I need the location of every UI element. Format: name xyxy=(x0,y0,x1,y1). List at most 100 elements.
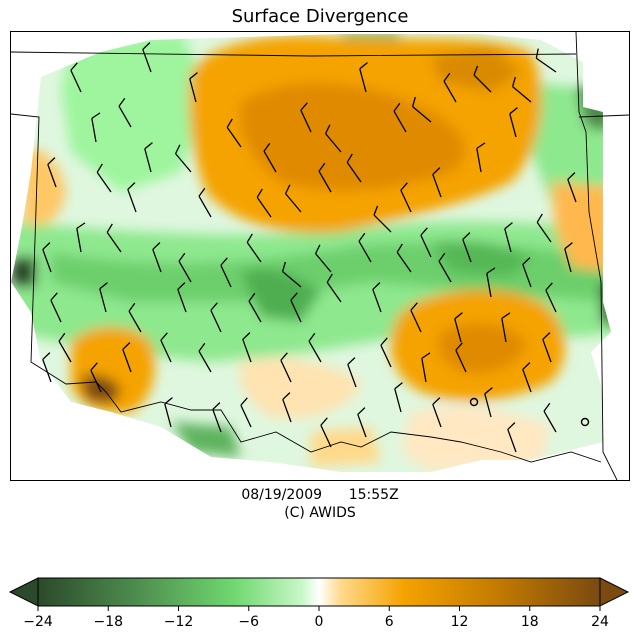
wind-barb xyxy=(42,352,52,383)
wind-barb xyxy=(421,352,431,383)
wind-barb xyxy=(226,118,242,148)
wind-barb xyxy=(308,332,322,363)
wind-barb xyxy=(432,167,442,198)
wind-barb xyxy=(476,142,486,173)
colorbar-tick-label: 0 xyxy=(315,614,324,630)
calm-station-marker xyxy=(469,397,479,407)
wind-barb xyxy=(142,42,152,73)
wind-barb xyxy=(347,357,357,388)
wind-barb xyxy=(90,362,102,393)
wind-barb xyxy=(564,242,573,273)
map-panel xyxy=(10,31,630,481)
colorbar-max-extend xyxy=(599,577,630,607)
wind-barb xyxy=(432,397,442,428)
wind-barb xyxy=(96,163,112,193)
wind-barb xyxy=(504,222,513,253)
wind-barb xyxy=(380,337,392,368)
wind-barb xyxy=(359,62,368,93)
wind-barb xyxy=(358,232,372,263)
wind-barb xyxy=(177,282,187,313)
wind-barb xyxy=(320,417,332,448)
wind-barb xyxy=(473,65,492,93)
colorbar-tick-label: −6 xyxy=(238,614,259,630)
wind-barb xyxy=(522,257,532,288)
wind-barb xyxy=(220,257,232,288)
wind-barb xyxy=(318,162,332,193)
wind-barb xyxy=(256,188,272,218)
colorbar-tick-label: 18 xyxy=(521,614,539,630)
wind-barb xyxy=(282,392,292,423)
wind-barb xyxy=(346,153,362,183)
wind-barb xyxy=(454,312,463,343)
wind-barb xyxy=(128,302,142,333)
wind-barb xyxy=(42,242,52,273)
wind-barb xyxy=(198,187,212,218)
wind-barb xyxy=(50,292,62,323)
colorbar-tick-label: 12 xyxy=(451,614,469,630)
wind-barb xyxy=(118,97,132,128)
wind-barb xyxy=(486,267,496,298)
valid-time: 15:55Z xyxy=(348,487,399,503)
wind-barb xyxy=(70,62,82,93)
valid-date: 08/19/2009 xyxy=(241,487,323,503)
wind-barb xyxy=(106,223,122,253)
wind-barb xyxy=(246,233,262,263)
colorbar-tick-label: −18 xyxy=(93,614,123,630)
wind-barb xyxy=(242,332,252,363)
wind-barb xyxy=(47,157,57,188)
wind-barb xyxy=(281,261,302,288)
wind-barb xyxy=(545,282,557,313)
wind-barb xyxy=(511,76,532,103)
wind-barb xyxy=(567,172,577,203)
wind-barb xyxy=(210,302,222,333)
divergence-field xyxy=(11,34,611,472)
wind-barb xyxy=(212,402,222,433)
wind-barb xyxy=(164,397,173,428)
colorbar-ticks: −24 −18 −12 −6 0 6 12 18 24 xyxy=(23,606,609,630)
wind-barb xyxy=(127,182,137,213)
wind-barb xyxy=(357,407,367,438)
wind-barb xyxy=(240,397,252,428)
colorbar: −24 −18 −12 −6 0 6 12 18 24 xyxy=(8,577,630,630)
wind-barb xyxy=(280,352,292,383)
wind-barb xyxy=(438,252,452,283)
wind-barb xyxy=(189,72,198,103)
colorbar-tick-label: 6 xyxy=(385,614,394,630)
wind-barb xyxy=(91,112,101,143)
wind-barbs-layer xyxy=(42,42,577,453)
wind-barb xyxy=(324,124,342,153)
wind-barb xyxy=(198,342,212,373)
wind-barb xyxy=(536,213,552,243)
plot-title: Surface Divergence xyxy=(231,6,409,27)
wind-barb xyxy=(160,332,172,363)
wind-barb xyxy=(501,312,511,343)
wind-barb xyxy=(394,382,403,413)
wind-barb xyxy=(507,422,517,453)
wind-barb xyxy=(455,342,467,373)
wind-barb xyxy=(393,102,407,133)
valid-datetime: 08/19/2009 15:55Z xyxy=(0,487,640,504)
wind-barb xyxy=(373,205,392,233)
wind-barb xyxy=(411,96,432,123)
wind-barb xyxy=(99,282,108,313)
wind-barb xyxy=(484,387,493,418)
wind-barb xyxy=(542,332,552,363)
wind-barb xyxy=(420,227,432,258)
wind-barb xyxy=(372,282,382,313)
calm-station-marker xyxy=(580,417,590,427)
state-boundaries xyxy=(11,32,629,480)
wind-barb xyxy=(284,184,302,213)
divergence-map xyxy=(11,32,629,480)
colorbar-tick-label: −12 xyxy=(164,614,194,630)
wind-barb xyxy=(443,72,457,103)
wind-barb xyxy=(535,48,557,73)
wind-barb xyxy=(543,402,557,433)
wind-barb xyxy=(178,252,192,283)
wind-barb xyxy=(76,222,86,253)
wind-barb xyxy=(400,182,412,213)
colorbar-min-extend xyxy=(8,577,39,607)
colorbar-gradient xyxy=(37,577,601,607)
colorbar-tick-label: 24 xyxy=(591,614,609,630)
colorbar-tick-label: −24 xyxy=(23,614,53,630)
wind-barb xyxy=(410,302,422,333)
